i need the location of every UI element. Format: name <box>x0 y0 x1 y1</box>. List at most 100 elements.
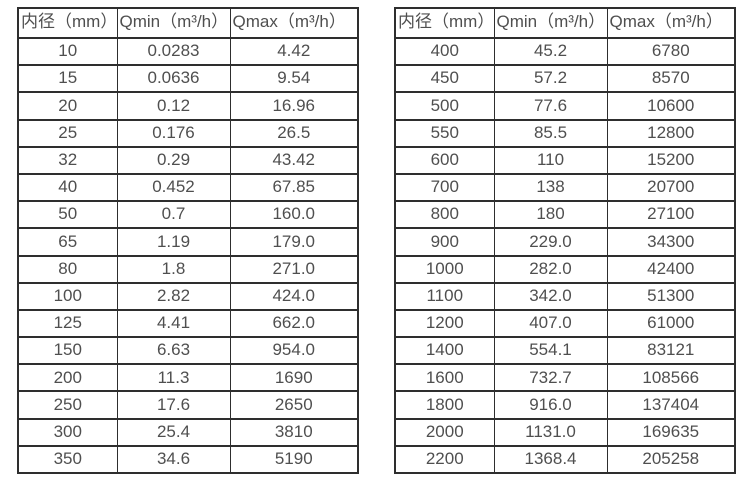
table-cell: 27100 <box>606 200 736 230</box>
table-cell: 1368.4 <box>493 444 608 475</box>
table-row: 1800 916.0 137404 <box>394 390 736 420</box>
table-cell: 800 <box>394 200 495 230</box>
table-cell: 2000 <box>394 417 495 447</box>
table-body: 400 45.2 6780 450 57.2 8570 500 77.6 10600 550 85.… <box>394 36 736 475</box>
table-cell: 0.7 <box>116 200 231 230</box>
table-cell: 34300 <box>606 227 736 257</box>
table-cell: 200 <box>17 363 118 393</box>
header-qmin: Qmin（m³/h） <box>493 7 608 39</box>
table-cell: 407.0 <box>493 308 608 339</box>
table-row: 1200 407.0 61000 <box>394 308 736 339</box>
header-qmin: Qmin（m³/h） <box>116 7 231 39</box>
table-cell: 500 <box>394 91 495 121</box>
table-cell: 51300 <box>606 281 736 311</box>
table-cell: 600 <box>394 145 495 175</box>
table-cell: 554.1 <box>493 336 608 366</box>
table-cell: 1200 <box>394 308 495 339</box>
table-cell: 169635 <box>606 417 736 447</box>
table-cell: 342.0 <box>493 281 608 311</box>
table-row: 350 34.6 5190 <box>17 444 359 475</box>
table-row: 400 45.2 6780 <box>394 36 736 67</box>
table-cell: 4.42 <box>229 36 359 67</box>
table-row: 100 2.82 424.0 <box>17 281 359 311</box>
table-cell: 108566 <box>606 363 736 393</box>
table-cell: 1100 <box>394 281 495 311</box>
table-cell: 954.0 <box>229 336 359 366</box>
table-row: 450 57.2 8570 <box>394 64 736 94</box>
table-cell: 732.7 <box>493 363 608 393</box>
table-cell: 2.82 <box>116 281 231 311</box>
table-row: 65 1.19 179.0 <box>17 227 359 257</box>
table-cell: 83121 <box>606 336 736 366</box>
table-cell: 1400 <box>394 336 495 366</box>
table-cell: 550 <box>394 118 495 148</box>
table-cell: 20700 <box>606 172 736 203</box>
table-cell: 424.0 <box>229 281 359 311</box>
table-cell: 67.85 <box>229 172 359 203</box>
table-cell: 662.0 <box>229 308 359 339</box>
table-cell: 100 <box>17 281 118 311</box>
table-cell: 2200 <box>394 444 495 475</box>
table-cell: 205258 <box>606 444 736 475</box>
table-row: 550 85.5 12800 <box>394 118 736 148</box>
table-cell: 61000 <box>606 308 736 339</box>
table-cell: 1600 <box>394 363 495 393</box>
table-row: 50 0.7 160.0 <box>17 200 359 230</box>
table-row: 1400 554.1 83121 <box>394 336 736 366</box>
table-cell: 85.5 <box>493 118 608 148</box>
table-row: 1000 282.0 42400 <box>394 254 736 284</box>
table-cell: 400 <box>394 36 495 67</box>
table-cell: 12800 <box>606 118 736 148</box>
table-cell: 10 <box>17 36 118 67</box>
table-cell: 40 <box>17 172 118 203</box>
table-cell: 450 <box>394 64 495 94</box>
table-cell: 6780 <box>606 36 736 67</box>
table-cell: 229.0 <box>493 227 608 257</box>
small-diameter-flow-table: 内径（mm） Qmin（m³/h） Qmax（m³/h） 10 0.0283 4.4… <box>17 7 359 475</box>
table-row: 2200 1368.4 205258 <box>394 444 736 475</box>
table-row: 20 0.12 16.96 <box>17 91 359 121</box>
table-cell: 26.5 <box>229 118 359 148</box>
header-qmax: Qmax（m³/h） <box>606 7 736 39</box>
table-row: 900 229.0 34300 <box>394 227 736 257</box>
table-cell: 3810 <box>229 417 359 447</box>
table-row: 500 77.6 10600 <box>394 91 736 121</box>
table-cell: 125 <box>17 308 118 339</box>
table-cell: 17.6 <box>116 390 231 420</box>
table-cell: 80 <box>17 254 118 284</box>
header-inner-diameter: 内径（mm） <box>17 7 118 39</box>
table-row: 1600 732.7 108566 <box>394 363 736 393</box>
table-cell: 6.63 <box>116 336 231 366</box>
table-cell: 250 <box>17 390 118 420</box>
table-cell: 1.19 <box>116 227 231 257</box>
table-cell: 180 <box>493 200 608 230</box>
table-cell: 2650 <box>229 390 359 420</box>
table-cell: 138 <box>493 172 608 203</box>
table-cell: 16.96 <box>229 91 359 121</box>
table-row: 1100 342.0 51300 <box>394 281 736 311</box>
table-cell: 110 <box>493 145 608 175</box>
large-diameter-flow-table: 内径（mm） Qmin（m³/h） Qmax（m³/h） 400 45.2 6780… <box>394 7 736 475</box>
table-row: 200 11.3 1690 <box>17 363 359 393</box>
table-cell: 0.452 <box>116 172 231 203</box>
table-cell: 0.29 <box>116 145 231 175</box>
table-cell: 15 <box>17 64 118 94</box>
table-row: 32 0.29 43.42 <box>17 145 359 175</box>
header-inner-diameter: 内径（mm） <box>394 7 495 39</box>
table-cell: 271.0 <box>229 254 359 284</box>
table-cell: 1000 <box>394 254 495 284</box>
table-cell: 8570 <box>606 64 736 94</box>
table-cell: 1690 <box>229 363 359 393</box>
table-cell: 57.2 <box>493 64 608 94</box>
table-cell: 1131.0 <box>493 417 608 447</box>
header-qmax: Qmax（m³/h） <box>229 7 359 39</box>
table-cell: 77.6 <box>493 91 608 121</box>
table-cell: 11.3 <box>116 363 231 393</box>
table-row: 125 4.41 662.0 <box>17 308 359 339</box>
table-cell: 34.6 <box>116 444 231 475</box>
table-cell: 1800 <box>394 390 495 420</box>
table-cell: 50 <box>17 200 118 230</box>
table-cell: 179.0 <box>229 227 359 257</box>
table-row: 80 1.8 271.0 <box>17 254 359 284</box>
table-cell: 137404 <box>606 390 736 420</box>
